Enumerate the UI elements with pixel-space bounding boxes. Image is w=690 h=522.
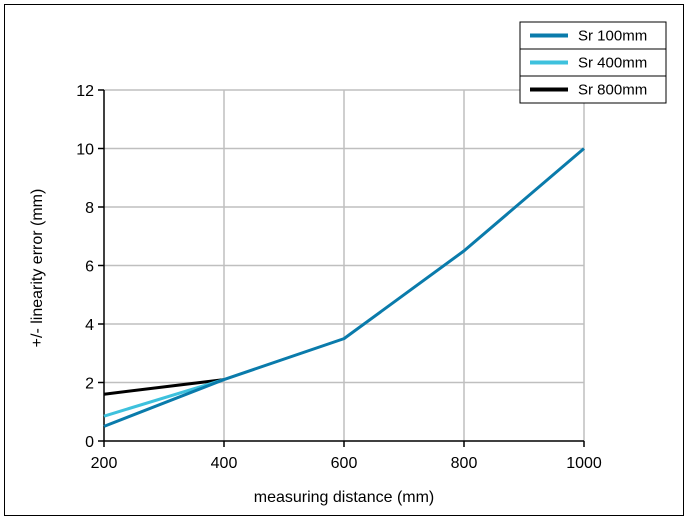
series-line	[103, 378, 225, 418]
legend-label: Sr 100mm	[578, 28, 647, 45]
x-tick-label: 1000	[566, 455, 602, 472]
legend: Sr 100mm Sr 400mm Sr 800mm	[519, 21, 667, 104]
y-tick-label: 10	[76, 142, 94, 159]
legend-label: Sr 800mm	[578, 82, 647, 99]
y-tick-label: 0	[85, 434, 94, 451]
y-tick-label: 4	[85, 317, 94, 334]
axes	[98, 89, 585, 447]
x-axis-label: measuring distance (mm)	[254, 489, 435, 506]
grid	[104, 89, 585, 441]
series-line	[103, 147, 585, 428]
y-tick-label: 8	[85, 200, 94, 217]
series-line	[103, 378, 225, 396]
x-tick-label: 600	[331, 455, 358, 472]
legend-label: Sr 400mm	[578, 55, 647, 72]
y-tick-label: 6	[85, 259, 94, 276]
y-tick-label: 2	[85, 376, 94, 393]
series-group	[103, 147, 585, 428]
x-tick-label: 800	[451, 455, 478, 472]
x-tick-label: 400	[211, 455, 238, 472]
x-tick-label: 200	[91, 455, 118, 472]
y-tick-label: 12	[76, 83, 94, 100]
y-axis-label: +/- linearity error (mm)	[29, 189, 46, 348]
tick-labels: 0 2 4 6 8 10 12 200 400 600 800 1000	[76, 83, 602, 472]
